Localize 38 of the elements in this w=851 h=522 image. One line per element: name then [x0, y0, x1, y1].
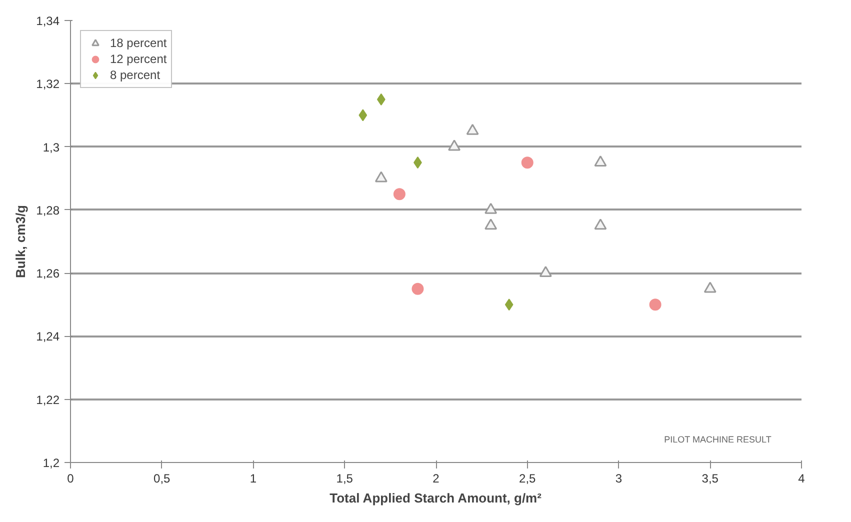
point [374, 171, 388, 182]
x-axis-title: Total Applied Starch Amount, g/m² [330, 490, 542, 506]
x-tick-label: 3,5 [702, 472, 719, 486]
x-tick-label: 1,5 [336, 472, 354, 486]
point [594, 218, 607, 230]
point [484, 202, 498, 214]
y-tick-label: 1,32 [36, 77, 60, 92]
point [393, 188, 406, 200]
x-tick-label: 1 [250, 472, 257, 486]
legend-label: 18 percent [110, 35, 167, 51]
legend-label: 12 percent [110, 51, 167, 67]
y-tick-label: 1,34 [36, 14, 60, 28]
y-tick-label: 1,28 [36, 203, 60, 218]
point [704, 282, 716, 293]
x-tick-label: 2 [432, 472, 440, 486]
y-tick-label: 1,3 [42, 140, 60, 154]
point [649, 298, 662, 311]
x-tick-label: 0,5 [154, 472, 171, 486]
y-tick-label: 1,26 [36, 266, 60, 281]
point [412, 282, 424, 295]
y-axis-title: Bulk, cm3/g [13, 204, 28, 278]
x-tick-label: 2,5 [519, 472, 536, 486]
x-tick-label: 0 [67, 472, 74, 486]
y-tick-label: 1,2 [42, 456, 60, 470]
point [466, 124, 479, 135]
point [484, 218, 498, 230]
y-tick-label: 1,22 [36, 392, 60, 407]
point [358, 109, 368, 122]
annotation: PILOT MACHINE RESULT [664, 434, 772, 444]
point [504, 298, 514, 311]
point [594, 155, 607, 166]
point [521, 156, 534, 169]
point [448, 140, 461, 151]
y-tick-label: 1,24 [36, 330, 60, 344]
legend-label: 8 percent [110, 67, 160, 83]
x-tick-label: 4 [798, 472, 806, 486]
point [539, 266, 552, 277]
x-tick-label: 3 [615, 472, 622, 486]
